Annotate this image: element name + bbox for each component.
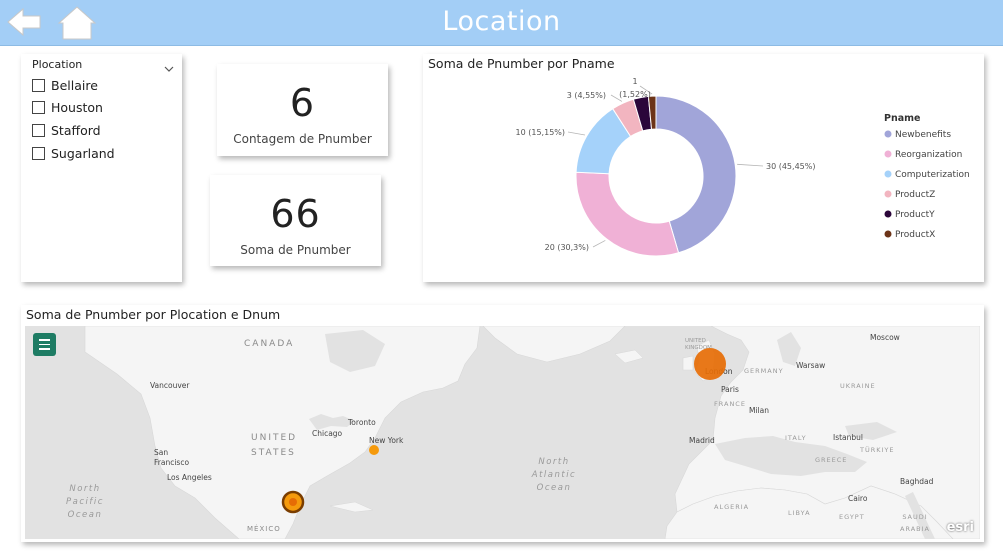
donut-leader-line <box>567 131 586 136</box>
map-area[interactable]: CANADA UNITED STATES MÉXICO North Pacifi… <box>25 326 980 539</box>
slicer-item-label: Houston <box>51 99 103 115</box>
kpi-label: Contagem de Pnumber <box>233 132 372 146</box>
slicer-item-stafford[interactable]: Stafford <box>32 121 101 139</box>
slicer-item-bellaire[interactable]: Bellaire <box>32 76 98 94</box>
donut-slice-productx[interactable] <box>647 95 657 130</box>
donut-leader-line <box>737 163 764 167</box>
donut-data-label: 10 (15,15%) <box>516 128 565 137</box>
map-label-greece: GREECE <box>815 456 848 464</box>
map-label-libya: LIBYA <box>788 509 811 517</box>
map-label-san-francisco: San Francisco <box>154 448 190 467</box>
map-label-moscow: Moscow <box>870 333 900 342</box>
checkbox[interactable] <box>32 78 45 92</box>
map-label-canada: CANADA <box>244 339 295 349</box>
home-button[interactable] <box>57 5 97 45</box>
slicer-item-label: Sugarland <box>51 145 115 161</box>
kpi-value: 6 <box>289 81 316 125</box>
donut-data-label: (1,52%) <box>619 90 651 99</box>
donut-slice-reorganization[interactable] <box>575 171 680 257</box>
donut-data-label: 20 (30,3%) <box>545 243 589 252</box>
map-bubble-new-york[interactable] <box>369 445 379 455</box>
donut-chart-card[interactable]: Soma de Pnumber por Pname 30 (45,45%) 20 … <box>423 54 984 282</box>
donut-leader-line <box>592 240 606 248</box>
back-arrow-icon <box>7 7 41 37</box>
donut-leader-line <box>639 85 653 95</box>
slicer-item-sugarland[interactable]: Sugarland <box>32 144 115 162</box>
base-map[interactable] <box>25 326 980 539</box>
map-label-warsaw: Warsaw <box>796 361 826 370</box>
map-label-mexico: MÉXICO <box>247 525 281 533</box>
kpi-card-soma[interactable]: 66 Soma de Pnumber <box>210 175 381 266</box>
checkbox[interactable] <box>32 123 45 137</box>
map-label-egypt: EGYPT <box>839 513 865 521</box>
map-label-chicago: Chicago <box>312 429 343 438</box>
map-label-milan: Milan <box>749 406 769 415</box>
legend-marker <box>884 170 892 178</box>
map-label-united-states: UNITED STATES <box>251 433 298 458</box>
slicer-item-label: Stafford <box>51 122 101 138</box>
legend-item-newbenefits[interactable]: Newbenefits <box>895 130 951 140</box>
map-label-toronto: Toronto <box>348 418 376 427</box>
map-title: Soma de Pnumber por Plocation e Dnum <box>26 307 281 322</box>
donut-data-label: 3 (4,55%) <box>567 91 606 100</box>
map-label-ukraine: UKRAINE <box>840 382 876 390</box>
page-title: Location <box>442 6 561 37</box>
legend-marker <box>884 190 892 198</box>
checkbox[interactable] <box>32 146 45 160</box>
map-label-north-pacific: North Pacific Ocean <box>66 484 104 520</box>
map-label-new-york: New York <box>369 436 404 445</box>
legend-marker <box>884 210 892 218</box>
map-label-algeria: ALGERIA <box>714 503 750 511</box>
map-label-germany: GERMANY <box>744 367 784 375</box>
map-label-cairo: Cairo <box>848 494 868 503</box>
legend-marker <box>884 230 892 238</box>
legend-title: Pname <box>884 113 920 124</box>
legend-marker <box>884 130 892 138</box>
kpi-value: 66 <box>270 192 321 236</box>
map-bubbles-layer <box>281 348 726 514</box>
home-icon <box>57 6 97 40</box>
donut-data-label: 30 (45,45%) <box>766 162 815 171</box>
hamburger-menu-icon <box>39 339 50 341</box>
map-label-madrid: Madrid <box>689 436 715 445</box>
map-bubble-houston[interactable] <box>281 490 305 514</box>
donut-leader-line <box>610 94 623 102</box>
esri-attribution-logo: esri <box>946 520 974 535</box>
map-label-istanbul: Istanbul <box>833 433 864 442</box>
map-layers-menu-button[interactable] <box>33 333 56 356</box>
slicer-item-label: Bellaire <box>51 77 98 93</box>
kpi-label: Soma de Pnumber <box>240 243 351 257</box>
map-label-italy: ITALY <box>785 434 807 442</box>
legend-item-computerization[interactable]: Computerization <box>895 170 970 180</box>
map-label-turkiye: TÜRKIYE <box>860 446 895 454</box>
map-bubble-london[interactable] <box>694 348 726 380</box>
map-label-vancouver: Vancouver <box>150 381 190 390</box>
slicer-title: Plocation <box>32 58 83 71</box>
donut-data-label: 1 <box>632 77 637 86</box>
slicer-item-houston[interactable]: Houston <box>32 98 103 116</box>
donut-slice-newbenefits[interactable] <box>655 95 737 254</box>
map-label-north-atlantic: North Atlantic Ocean <box>531 457 577 493</box>
legend-item-productx[interactable]: ProductX <box>895 230 935 240</box>
map-label-baghdad: Baghdad <box>900 477 934 486</box>
plocation-slicer: Plocation Bellaire Houston Stafford Suga… <box>21 54 182 282</box>
map-label-saudi-arabia: SAUDI ARABIA <box>900 513 930 533</box>
donut-chart[interactable]: 30 (45,45%) 20 (30,3%) 10 (15,15%) 3 (4,55%… <box>423 54 984 282</box>
map-label-united-kingdom: UNITED KINGDOM <box>685 338 712 351</box>
kpi-card-contagem[interactable]: 6 Contagem de Pnumber <box>217 64 388 156</box>
legend-item-productz[interactable]: ProductZ <box>895 190 935 200</box>
legend-item-reorganization[interactable]: Reorganization <box>895 150 962 160</box>
legend-marker <box>884 150 892 158</box>
map-label-france: FRANCE <box>714 400 746 408</box>
checkbox[interactable] <box>32 100 45 114</box>
back-button[interactable] <box>6 5 42 43</box>
legend-item-producty[interactable]: ProductY <box>895 210 935 220</box>
map-label-los-angeles: Los Angeles <box>167 473 212 482</box>
donut-chart-title: Soma de Pnumber por Pname <box>428 56 615 71</box>
map-label-paris: Paris <box>721 385 739 394</box>
chevron-down-icon[interactable] <box>164 58 174 77</box>
map-card[interactable]: Soma de Pnumber por Plocation e Dnum <box>21 305 984 542</box>
page-header: Location <box>0 0 1003 46</box>
